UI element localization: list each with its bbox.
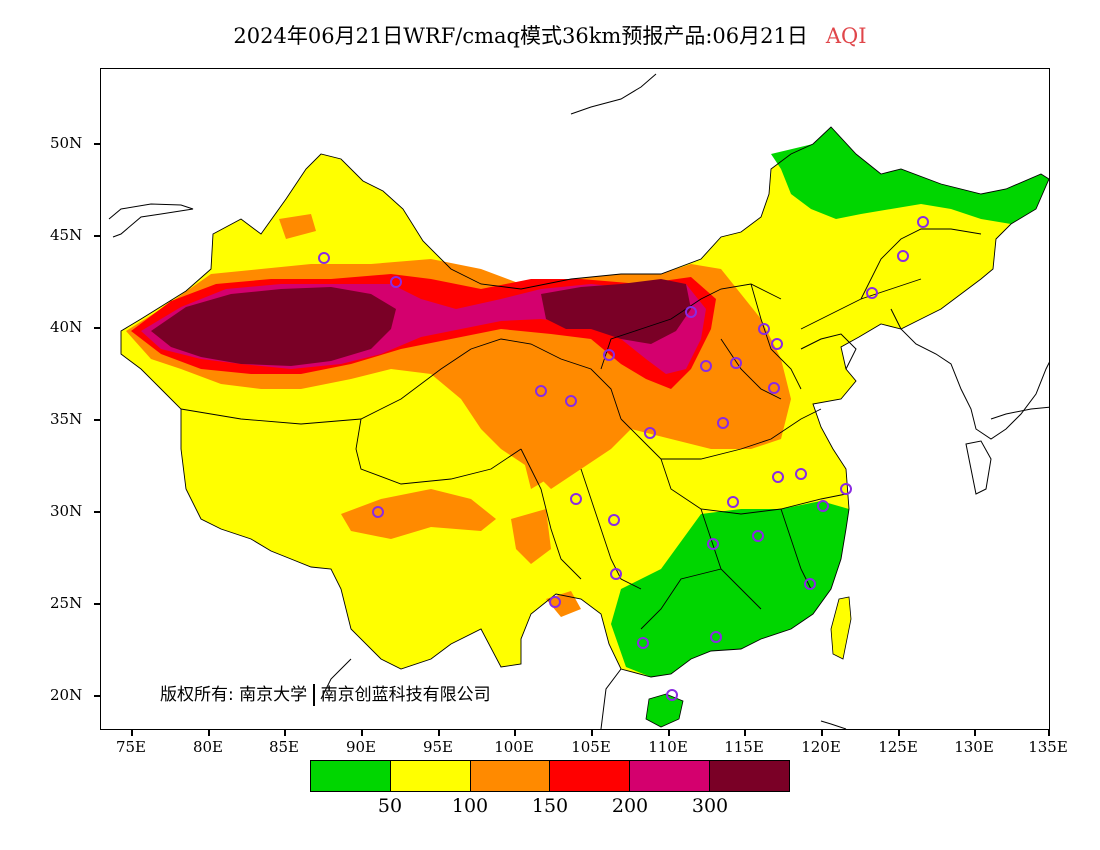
xj-north-patch-sensitive: [279, 214, 316, 239]
tibet-band-sensitive: [341, 489, 496, 539]
title-variable: AQI: [825, 24, 867, 48]
copyright-owner-1: 版权所有: 南京大学: [160, 685, 308, 705]
lon-tick: [1048, 730, 1050, 736]
lon-tick: [438, 730, 440, 736]
lon-tick: [284, 730, 286, 736]
lat-tick: [94, 511, 101, 513]
lon-tick: [744, 730, 746, 736]
alxa-region-hazardous: [541, 279, 691, 344]
lon-label-75e: 75E: [115, 738, 147, 756]
lat-tick: [94, 695, 101, 697]
copyright-notice: 版权所有: 南京大学 南京创蓝科技有限公司: [160, 680, 491, 706]
lat-tick: [94, 235, 101, 237]
copyright-separator: [313, 684, 315, 706]
lat-tick: [94, 603, 101, 605]
copyright-owner-2: 南京创蓝科技有限公司: [320, 685, 491, 705]
lon-label-100e: 100E: [494, 738, 534, 756]
lat-label-20n: 20N: [50, 686, 83, 704]
lon-label-135e: 135E: [1028, 738, 1068, 756]
map-frame: [100, 68, 1050, 730]
lon-label-110e: 110E: [648, 738, 688, 756]
legend-swatch-hazardous: [710, 761, 789, 791]
lon-label-80e: 80E: [192, 738, 224, 756]
lon-tick: [514, 730, 516, 736]
lon-label-90e: 90E: [345, 738, 377, 756]
tarim-basin-hazardous: [151, 287, 396, 366]
lon-tick: [821, 730, 823, 736]
lat-label-35n: 35N: [50, 410, 83, 428]
lon-label-125e: 125E: [878, 738, 918, 756]
lon-label-105e: 105E: [571, 738, 611, 756]
lon-tick: [208, 730, 210, 736]
legend-label-200: 200: [611, 795, 649, 817]
lon-tick: [361, 730, 363, 736]
southeast-region-good: [611, 501, 849, 677]
aqi-map: [108, 73, 1049, 729]
lon-label-85e: 85E: [268, 738, 300, 756]
legend-swatch-unhealthy: [550, 761, 631, 791]
neighbor-coastlines: [108, 73, 1049, 729]
legend-label-300: 300: [691, 795, 729, 817]
hainan-island: [645, 693, 684, 728]
lat-label-45n: 45N: [50, 226, 83, 244]
lon-tick: [131, 730, 133, 736]
province-borders: [120, 126, 1049, 678]
lat-label-50n: 50N: [50, 134, 83, 152]
northeast-region-good: [771, 127, 1049, 224]
legend-swatch-moderate: [390, 761, 471, 791]
station-markers: [318, 216, 929, 701]
lon-label-120e: 120E: [801, 738, 841, 756]
sichuan-patch-sensitive: [511, 509, 551, 564]
lat-tick: [94, 419, 101, 421]
legend-swatch-very-unhealthy: [630, 761, 711, 791]
lat-label-40n: 40N: [50, 318, 83, 336]
lon-tick: [898, 730, 900, 736]
legend-label-100: 100: [451, 795, 489, 817]
lon-label-95e: 95E: [422, 738, 454, 756]
lon-tick: [668, 730, 670, 736]
lon-label-130e: 130E: [954, 738, 994, 756]
lat-label-25n: 25N: [50, 594, 83, 612]
taiwan-island: [830, 596, 852, 660]
lat-tick: [94, 327, 101, 329]
lon-label-115e: 115E: [724, 738, 764, 756]
lon-tick: [974, 730, 976, 736]
legend-label-50: 50: [377, 795, 403, 817]
legend-swatch-good: [311, 761, 391, 791]
legend-swatch-sensitive: [470, 761, 551, 791]
lon-tick: [591, 730, 593, 736]
map-title: 2024年06月21日WRF/cmaq模式36km预报产品:06月21日 AQI: [0, 20, 1100, 50]
title-text: 2024年06月21日WRF/cmaq模式36km预报产品:06月21日: [233, 24, 808, 48]
lat-tick: [94, 143, 101, 145]
lat-label-30n: 30N: [50, 502, 83, 520]
legend-label-150: 150: [531, 795, 569, 817]
aqi-color-legend: [310, 760, 790, 792]
